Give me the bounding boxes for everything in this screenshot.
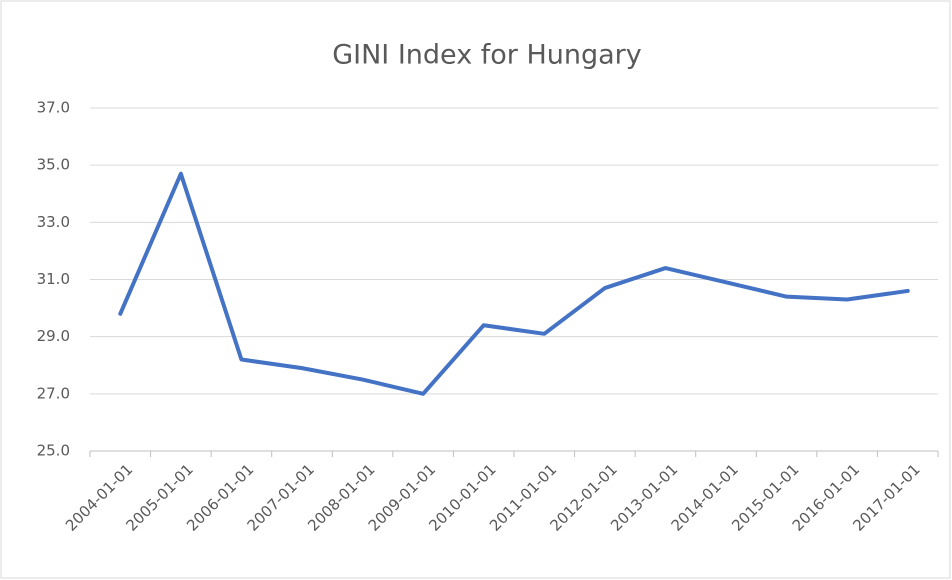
y-tick-label: 35.0 (37, 156, 70, 174)
y-tick-label: 29.0 (37, 327, 70, 345)
chart-title: GINI Index for Hungary (332, 40, 642, 71)
y-tick-label: 37.0 (37, 99, 70, 117)
y-tick-label: 31.0 (37, 270, 70, 288)
y-tick-label: 27.0 (37, 384, 70, 402)
y-tick-label: 25.0 (37, 442, 70, 460)
y-tick-label: 33.0 (37, 213, 70, 231)
line-series (118, 171, 910, 396)
